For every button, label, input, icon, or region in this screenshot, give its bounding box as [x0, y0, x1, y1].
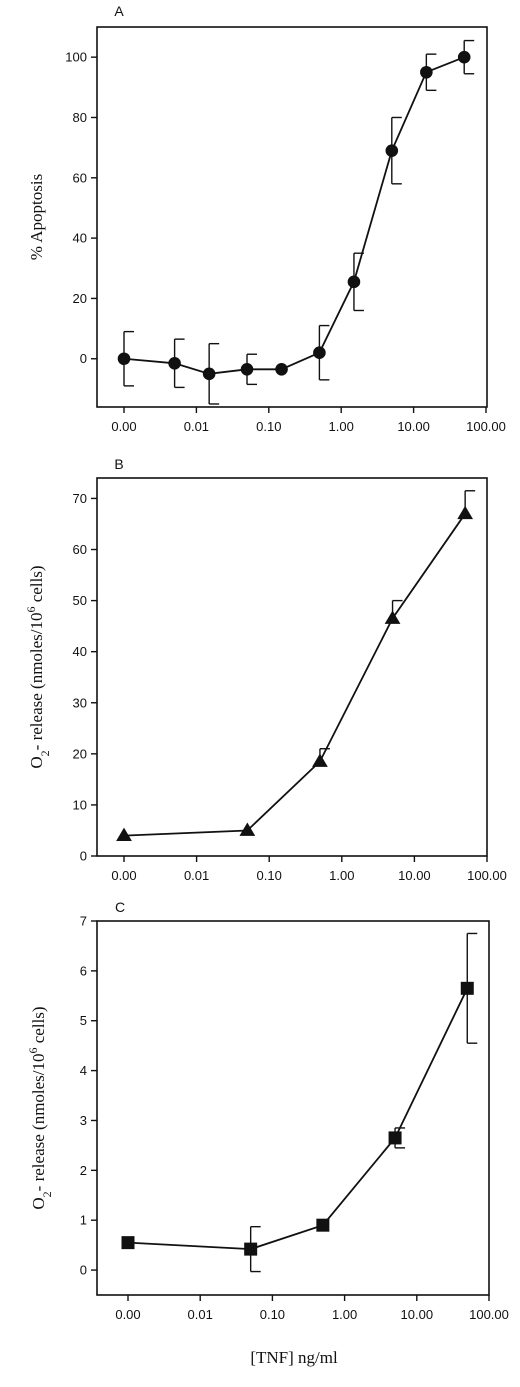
x-tick-label: 0.10	[260, 1307, 285, 1322]
x-tick-label: 100.00	[467, 868, 507, 883]
x-tick-label: 0.00	[115, 1307, 140, 1322]
x-tick-label: 1.00	[332, 1307, 357, 1322]
y-tick-label: 5	[80, 1013, 87, 1028]
panel-label: B	[114, 456, 123, 472]
x-tick-label: 0.01	[184, 868, 209, 883]
data-point	[457, 505, 474, 520]
x-tick-label: 0.01	[188, 1307, 213, 1322]
y-tick-label: 40	[73, 231, 87, 246]
data-point	[312, 753, 328, 767]
y-tick-label: 40	[73, 644, 87, 659]
x-tick-label: 10.00	[398, 868, 431, 883]
y-tick-label: 60	[73, 170, 87, 185]
y-tick-label: 3	[80, 1113, 87, 1128]
x-tick-label: 1.00	[329, 419, 354, 434]
x-tick-label: 10.00	[401, 1307, 434, 1322]
y-tick-label: 80	[73, 110, 87, 125]
panel-c: C0.00 0.01 0.10 1.00 10.00 100.0001234567O2- …	[26, 899, 509, 1322]
plot-frame	[96, 920, 490, 1296]
x-tick-label: 100.00	[469, 1307, 509, 1322]
x-tick-label: 100.00	[466, 419, 506, 434]
data-point	[239, 822, 256, 836]
y-axis-label-part: O	[29, 1197, 48, 1209]
series-line	[123, 56, 465, 375]
y-axis-label-part: 6	[26, 1047, 40, 1053]
y-tick-label: 60	[73, 542, 87, 557]
plot-frame	[96, 477, 488, 857]
data-point	[121, 1236, 135, 1250]
y-axis-label-part: O	[27, 756, 46, 768]
data-point	[313, 346, 326, 360]
data-point	[244, 1242, 258, 1256]
y-tick-label: 70	[73, 491, 87, 506]
panel-a: A 0.00 0.01 0.10 1.00 10.00 100.00 0 20 40 60 80 100…	[27, 3, 506, 434]
y-axis-label: O2- release (nmoles/106 cells)	[24, 565, 52, 768]
plot-frame	[96, 26, 488, 408]
data-point	[240, 363, 254, 376]
y-tick-label: 0	[80, 1263, 87, 1278]
series-line	[127, 987, 469, 1251]
panel-b: B 0.00 0.01 0.10 1.00 10.00 100.00 0 10 20 30 40 50 6…	[24, 456, 507, 883]
x-tick-label: 0.10	[257, 868, 282, 883]
y-tick-label: 20	[73, 746, 87, 761]
x-axis-label: [TNF] ng/ml	[250, 1348, 338, 1367]
y-tick-label: 6	[80, 963, 87, 978]
y-tick-label: 0	[80, 849, 87, 864]
y-tick-label: 2	[80, 1163, 87, 1178]
y-axis-label-part: - release (nmoles/10	[27, 612, 46, 750]
y-tick-label: 30	[73, 695, 87, 710]
x-tick-label: 0.00	[111, 419, 136, 434]
panel-label: C	[115, 899, 125, 915]
y-axis-label: O2- release (nmoles/106 cells)	[26, 1006, 54, 1209]
y-tick-label: 1	[80, 1213, 87, 1228]
y-tick-label: 10	[73, 797, 87, 812]
y-tick-label: 100	[65, 50, 87, 65]
y-axis-label-part: cells)	[27, 565, 46, 606]
data-point	[385, 144, 399, 157]
y-axis-label: % Apoptosis	[27, 174, 46, 260]
data-point	[202, 367, 216, 381]
panel-label: A	[114, 3, 124, 19]
data-point	[168, 356, 181, 370]
data-point	[347, 275, 361, 289]
data-point	[460, 981, 474, 995]
data-point	[116, 827, 132, 841]
data-point	[388, 1131, 402, 1145]
data-point	[420, 65, 433, 79]
y-axis-label-part: 6	[24, 606, 38, 612]
x-tick-label: 0.10	[256, 419, 281, 434]
y-tick-label: 7	[80, 914, 87, 929]
data-point	[275, 363, 288, 376]
series-line	[123, 513, 466, 837]
data-point	[117, 352, 131, 366]
x-tick-label: 0.01	[184, 419, 209, 434]
data-point	[316, 1218, 330, 1232]
data-point	[457, 50, 471, 64]
y-axis-label-part: 2	[38, 750, 52, 756]
y-tick-label: 4	[80, 1063, 87, 1078]
x-tick-label: 1.00	[329, 868, 354, 883]
y-tick-label: 50	[73, 593, 87, 608]
y-axis-label-part: - release (nmoles/10	[29, 1053, 48, 1191]
y-tick-label: 20	[73, 291, 87, 306]
y-tick-label: 0	[80, 351, 87, 366]
data-point	[384, 610, 401, 624]
y-axis-label-part: cells)	[29, 1006, 48, 1047]
x-tick-label: 10.00	[397, 419, 430, 434]
y-axis-label-part: 2	[40, 1191, 54, 1197]
x-tick-label: 0.00	[111, 868, 136, 883]
